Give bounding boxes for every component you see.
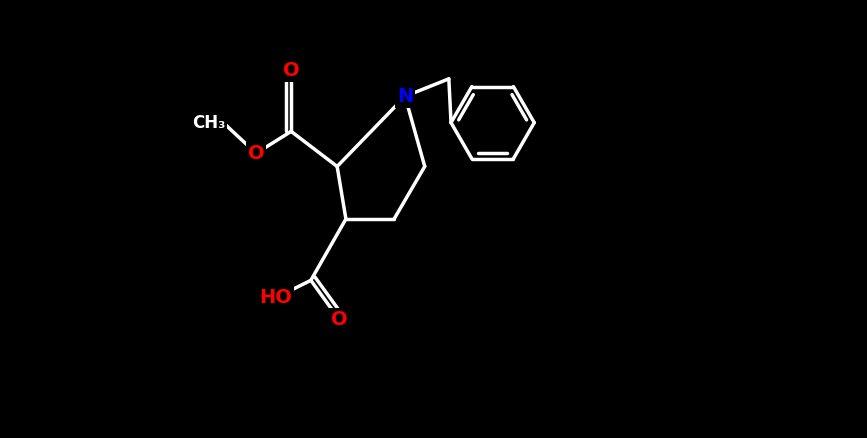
Text: CH₃: CH₃: [192, 113, 225, 132]
Text: N: N: [397, 87, 414, 106]
Text: O: O: [283, 60, 299, 80]
Text: CH₃: CH₃: [190, 113, 224, 132]
Text: HO: HO: [259, 288, 292, 307]
Text: O: O: [248, 144, 264, 163]
Text: O: O: [331, 310, 348, 329]
